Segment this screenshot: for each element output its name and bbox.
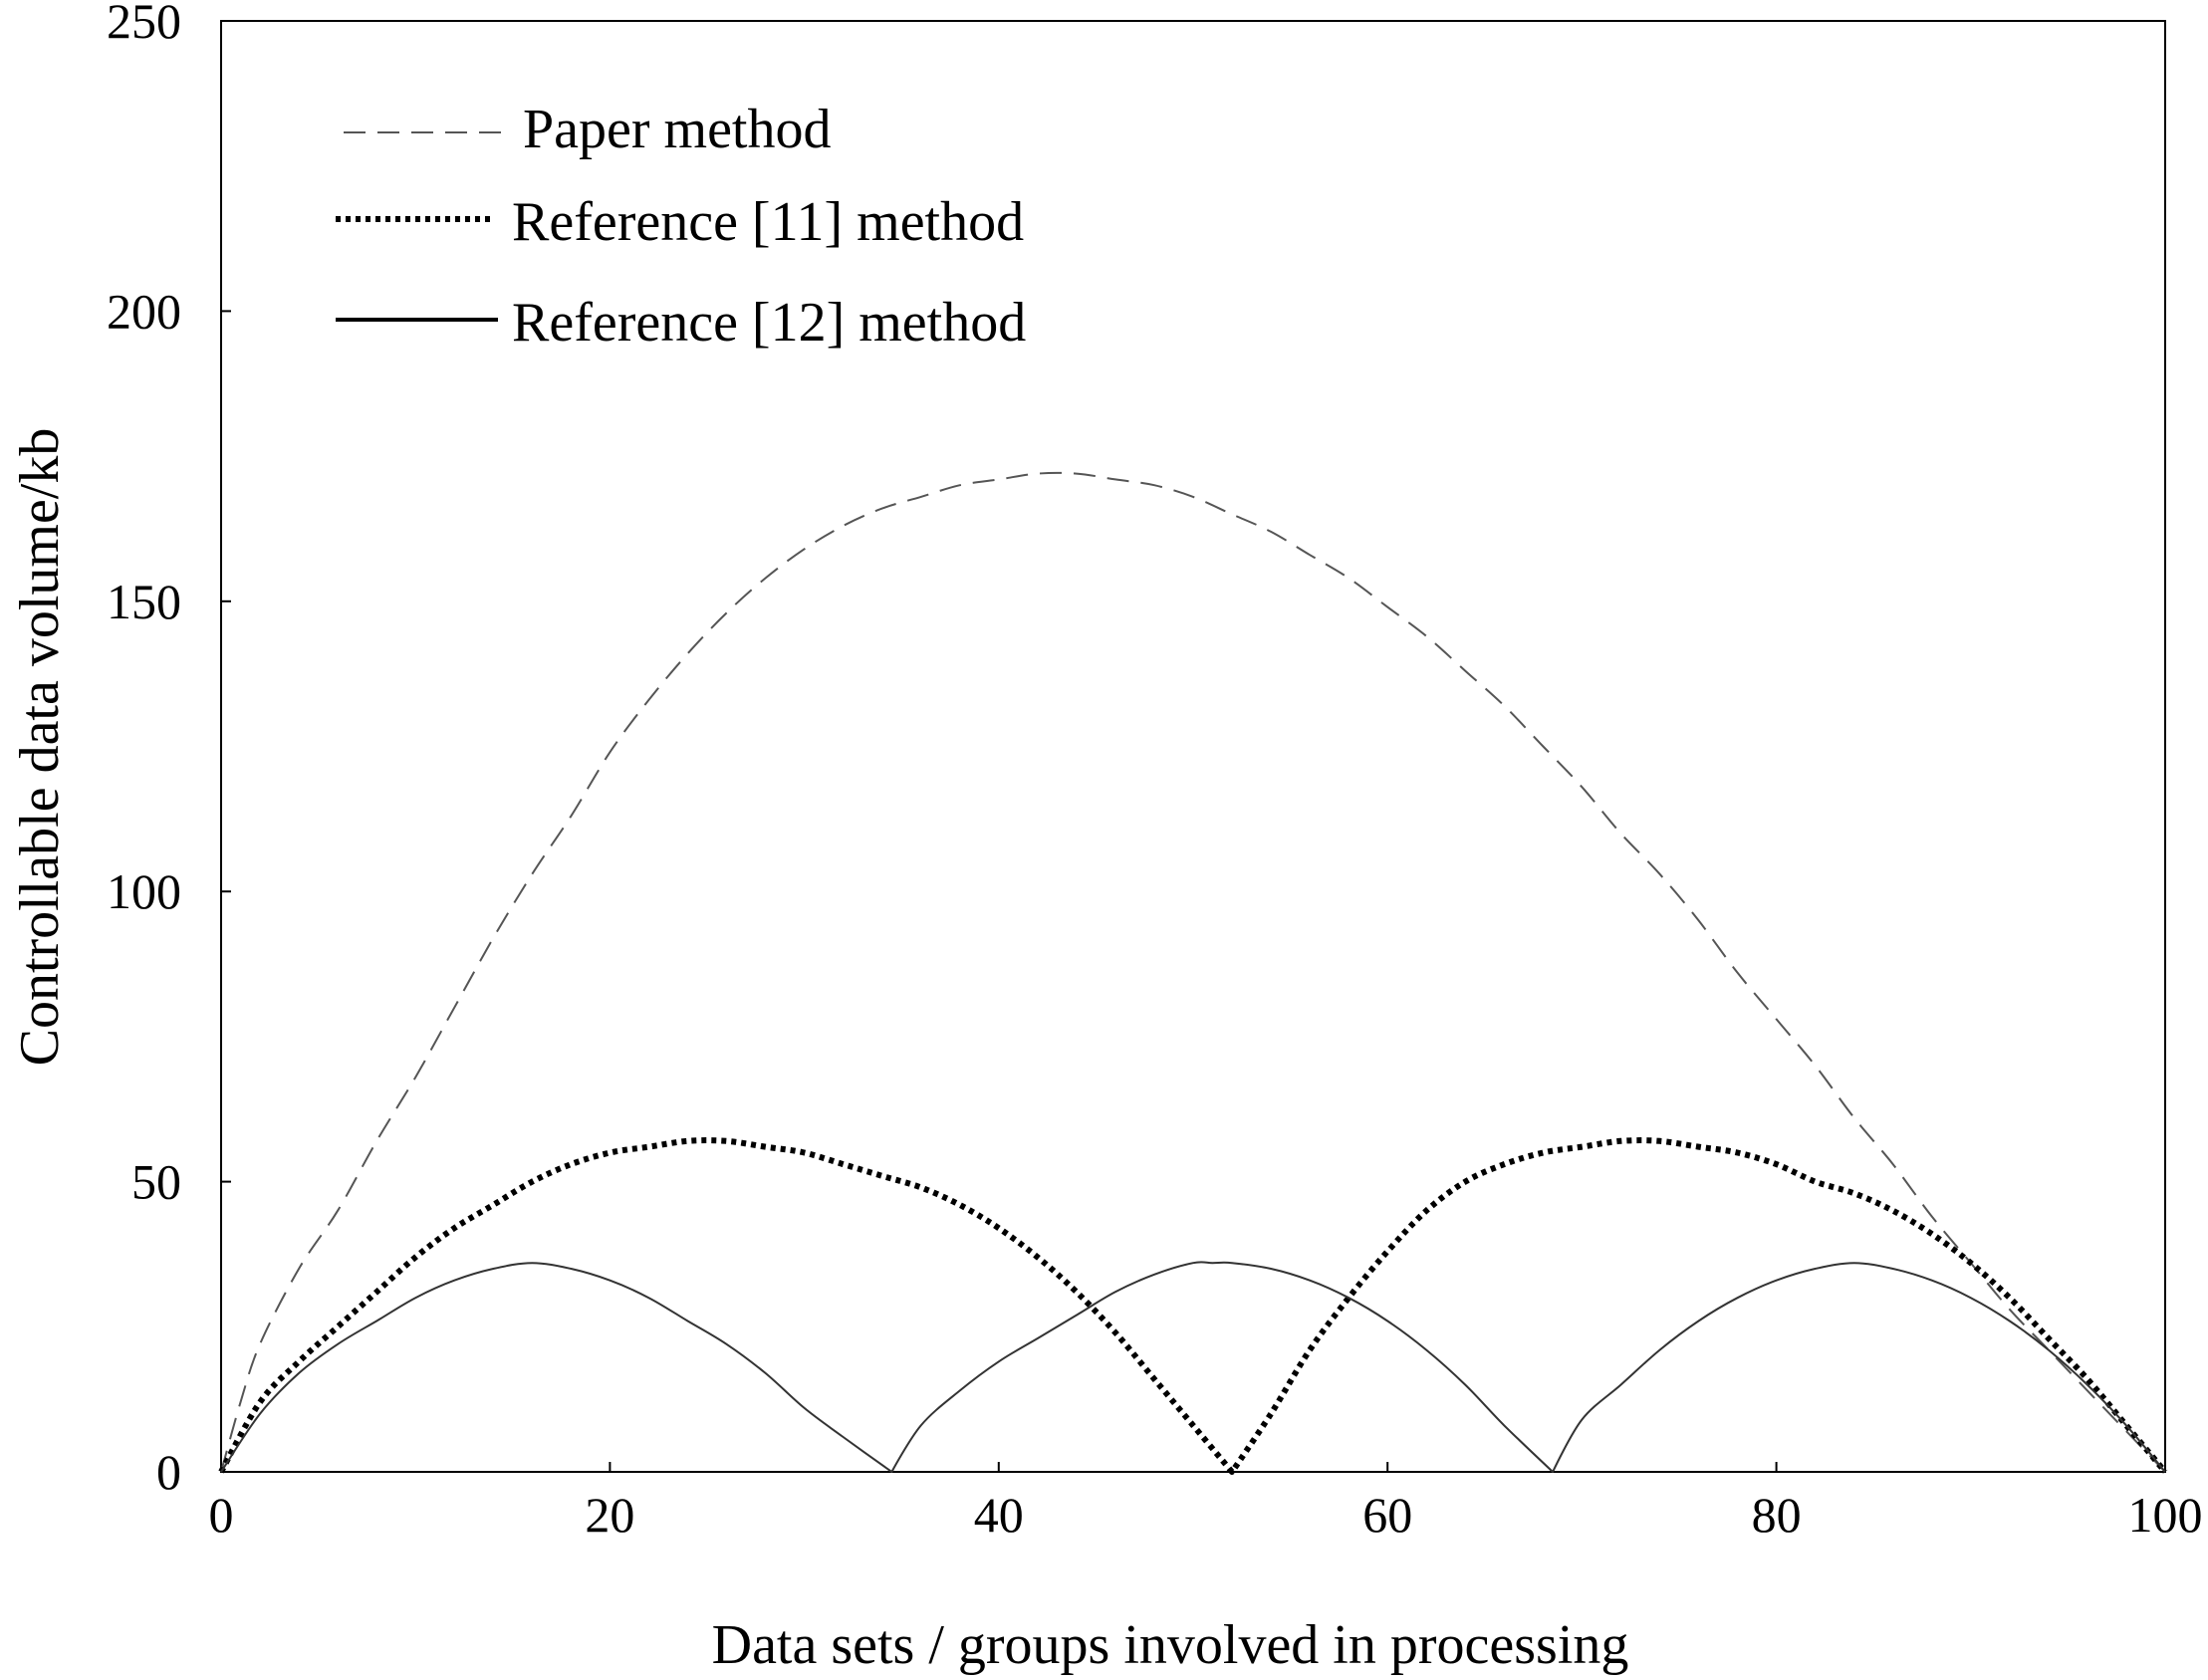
y-tick-label: 150 — [107, 574, 181, 629]
x-tick-label: 40 — [974, 1487, 1024, 1543]
legend-label-reference-11-method: Reference [11] method — [512, 191, 1024, 253]
x-tick-label: 60 — [1362, 1487, 1412, 1543]
x-tick-label: 20 — [585, 1487, 634, 1543]
series-line-reference-11-method — [218, 1137, 2168, 1475]
series-layer — [218, 471, 2168, 1475]
y-tick-label: 250 — [107, 0, 181, 49]
y-axis-title: Controllable data volume/kb — [9, 428, 71, 1067]
y-tick-label: 0 — [156, 1444, 181, 1500]
series-line-paper-method — [220, 471, 2166, 1473]
x-tick-label: 0 — [209, 1487, 234, 1543]
legend-label-reference-12-method: Reference [12] method — [512, 292, 1026, 354]
legend: Paper method Reference [11] method Refer… — [336, 99, 1026, 354]
legend-label-paper-method: Paper method — [523, 99, 831, 160]
x-axis-title: Data sets / groups involved in processin… — [712, 1614, 1629, 1676]
y-tick-label: 200 — [107, 283, 181, 339]
y-tick-label: 100 — [107, 863, 181, 919]
y-tick-label: 50 — [131, 1154, 181, 1210]
y-axis-ticks: 0 50 100 150 200 250 — [107, 0, 231, 1500]
x-axis-ticks: 0 20 40 60 80 100 — [209, 1462, 2203, 1543]
series-line-reference-12-method — [220, 1261, 2166, 1473]
x-tick-label: 80 — [1752, 1487, 1802, 1543]
plot-area-frame — [220, 20, 2166, 1473]
x-tick-label: 100 — [2128, 1487, 2203, 1543]
